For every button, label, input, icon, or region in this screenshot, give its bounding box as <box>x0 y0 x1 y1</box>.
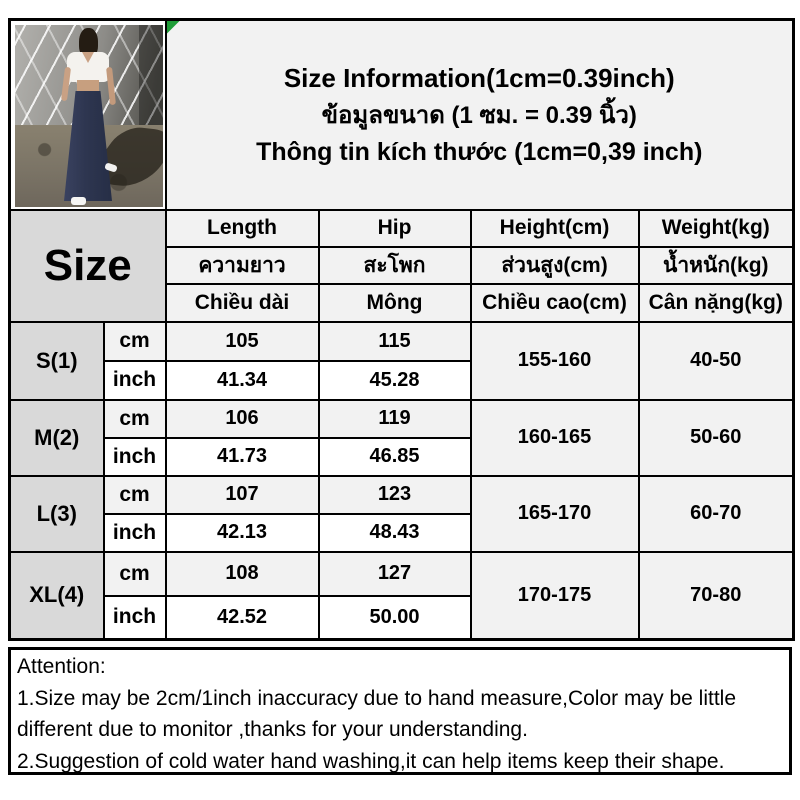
size-chart-table: Size Information(1cm=0.39inch) ข้อมูลขนา… <box>8 18 795 641</box>
unit-cell-inch: inch <box>102 436 167 477</box>
unit-cell-inch: inch <box>102 359 167 401</box>
row-xl-cm: XL(4) cm 108 127 170-175 70-80 <box>8 550 795 641</box>
row-s-inch: inch 41.34 45.28 <box>10 359 794 401</box>
length-inch-xl: 42.52 <box>164 594 320 641</box>
model-hair <box>79 28 98 58</box>
height-range-m: 160-165 <box>469 398 640 477</box>
length-inch-m: 41.73 <box>164 436 320 477</box>
col-header-hip-th: สะโพก <box>317 245 472 285</box>
size-information-titles: Size Information(1cm=0.39inch) ข้อมูลขนา… <box>168 59 792 172</box>
size-label-xl: XL(4) <box>8 550 105 641</box>
weight-range-l: 60-70 <box>637 474 795 553</box>
size-corner-label: Size <box>8 208 167 323</box>
length-cm-s: 105 <box>164 320 320 362</box>
attention-note-box: Attention: 1.Size may be 2cm/1inch inacc… <box>8 647 792 775</box>
height-range-l: 165-170 <box>469 474 640 553</box>
model-front-shoe <box>71 197 86 205</box>
size-label-m: M(2) <box>8 398 105 477</box>
unit-cell-cm: cm <box>102 320 167 362</box>
photo-header-row: Size Information(1cm=0.39inch) ข้อมูลขนา… <box>8 18 795 211</box>
row-xl-inch: inch 42.52 50.00 <box>10 594 794 641</box>
col-header-length-vi: Chiều dài <box>164 282 320 323</box>
attention-title: Attention: <box>17 655 106 678</box>
col-header-length-th: ความยาว <box>164 245 320 285</box>
row-m-cm: M(2) cm 106 119 160-165 50-60 <box>8 398 795 477</box>
size-information-header-cell: Size Information(1cm=0.39inch) ข้อมูลขนา… <box>164 18 795 211</box>
attention-line-1: 1.Size may be 2cm/1inch inaccuracy due t… <box>17 686 737 742</box>
height-range-s: 155-160 <box>469 320 640 401</box>
hip-cm-s: 115 <box>317 320 472 362</box>
size-label-s: S(1) <box>8 320 105 401</box>
unit-cell-cm: cm <box>102 474 167 515</box>
unit-cell-cm: cm <box>102 398 167 439</box>
product-photo-cell <box>8 18 167 211</box>
photo-wall-shadow <box>139 25 163 126</box>
hip-cm-l: 123 <box>317 474 472 515</box>
length-cm-xl: 108 <box>164 550 320 597</box>
row-l-cm: L(3) cm 107 123 165-170 60-70 <box>8 474 795 553</box>
title-thai: ข้อมูลขนาด (1 ซม. = 0.39 นิ้ว) <box>321 101 637 129</box>
col-header-weight-vi: Cân nặng(kg) <box>637 282 795 323</box>
weight-range-xl: 70-80 <box>637 550 795 641</box>
col-header-hip-vi: Mông <box>317 282 472 323</box>
unit-cell-cm: cm <box>102 550 167 597</box>
column-header-row-english: Size Length Hip Height(cm) Weight(kg) <box>8 208 795 323</box>
col-header-length-en: Length <box>164 208 320 248</box>
length-inch-l: 42.13 <box>164 512 320 553</box>
unit-cell-inch: inch <box>102 594 167 641</box>
row-s-cm: S(1) cm 105 115 155-160 40-50 <box>8 320 795 401</box>
col-header-hip-en: Hip <box>317 208 472 248</box>
hip-inch-s: 45.28 <box>317 359 472 401</box>
hip-inch-l: 48.43 <box>317 512 472 553</box>
weight-range-s: 40-50 <box>637 320 795 401</box>
model-midriff <box>77 80 99 93</box>
weight-range-m: 50-60 <box>637 398 795 477</box>
height-range-xl: 170-175 <box>469 550 640 641</box>
attention-line-2: 2.Suggestion of cold water hand washing,… <box>17 749 725 773</box>
col-header-weight-en: Weight(kg) <box>637 208 795 248</box>
hip-inch-m: 46.85 <box>317 436 472 477</box>
size-label-l: L(3) <box>8 474 105 553</box>
length-inch-s: 41.34 <box>164 359 320 401</box>
model-neckline <box>82 52 94 63</box>
product-photo <box>15 25 163 207</box>
length-cm-l: 107 <box>164 474 320 515</box>
title-english: Size Information(1cm=0.39inch) <box>283 62 675 93</box>
column-header-row-thai: ความยาว สะโพก ส่วนสูง(cm) น้ำหนัก(kg) <box>10 245 795 285</box>
hip-cm-m: 119 <box>317 398 472 439</box>
col-header-weight-th: น้ำหนัก(kg) <box>637 245 795 285</box>
col-header-height-vi: Chiều cao(cm) <box>469 282 640 323</box>
row-l-inch: inch 42.13 48.43 <box>10 512 794 553</box>
row-m-inch: inch 41.73 46.85 <box>10 436 794 477</box>
col-header-height-th: ส่วนสูง(cm) <box>469 245 640 285</box>
hip-inch-xl: 50.00 <box>317 594 472 641</box>
hip-cm-xl: 127 <box>317 550 472 597</box>
col-header-height-en: Height(cm) <box>469 208 640 248</box>
green-corner-triangle-icon <box>167 21 180 34</box>
column-header-row-vietnamese: Chiều dài Mông Chiều cao(cm) Cân nặng(kg… <box>10 282 795 323</box>
length-cm-m: 106 <box>164 398 320 439</box>
unit-cell-inch: inch <box>102 512 167 553</box>
title-vietnamese: Thông tin kích thước (1cm=0,39 inch) <box>256 137 703 166</box>
